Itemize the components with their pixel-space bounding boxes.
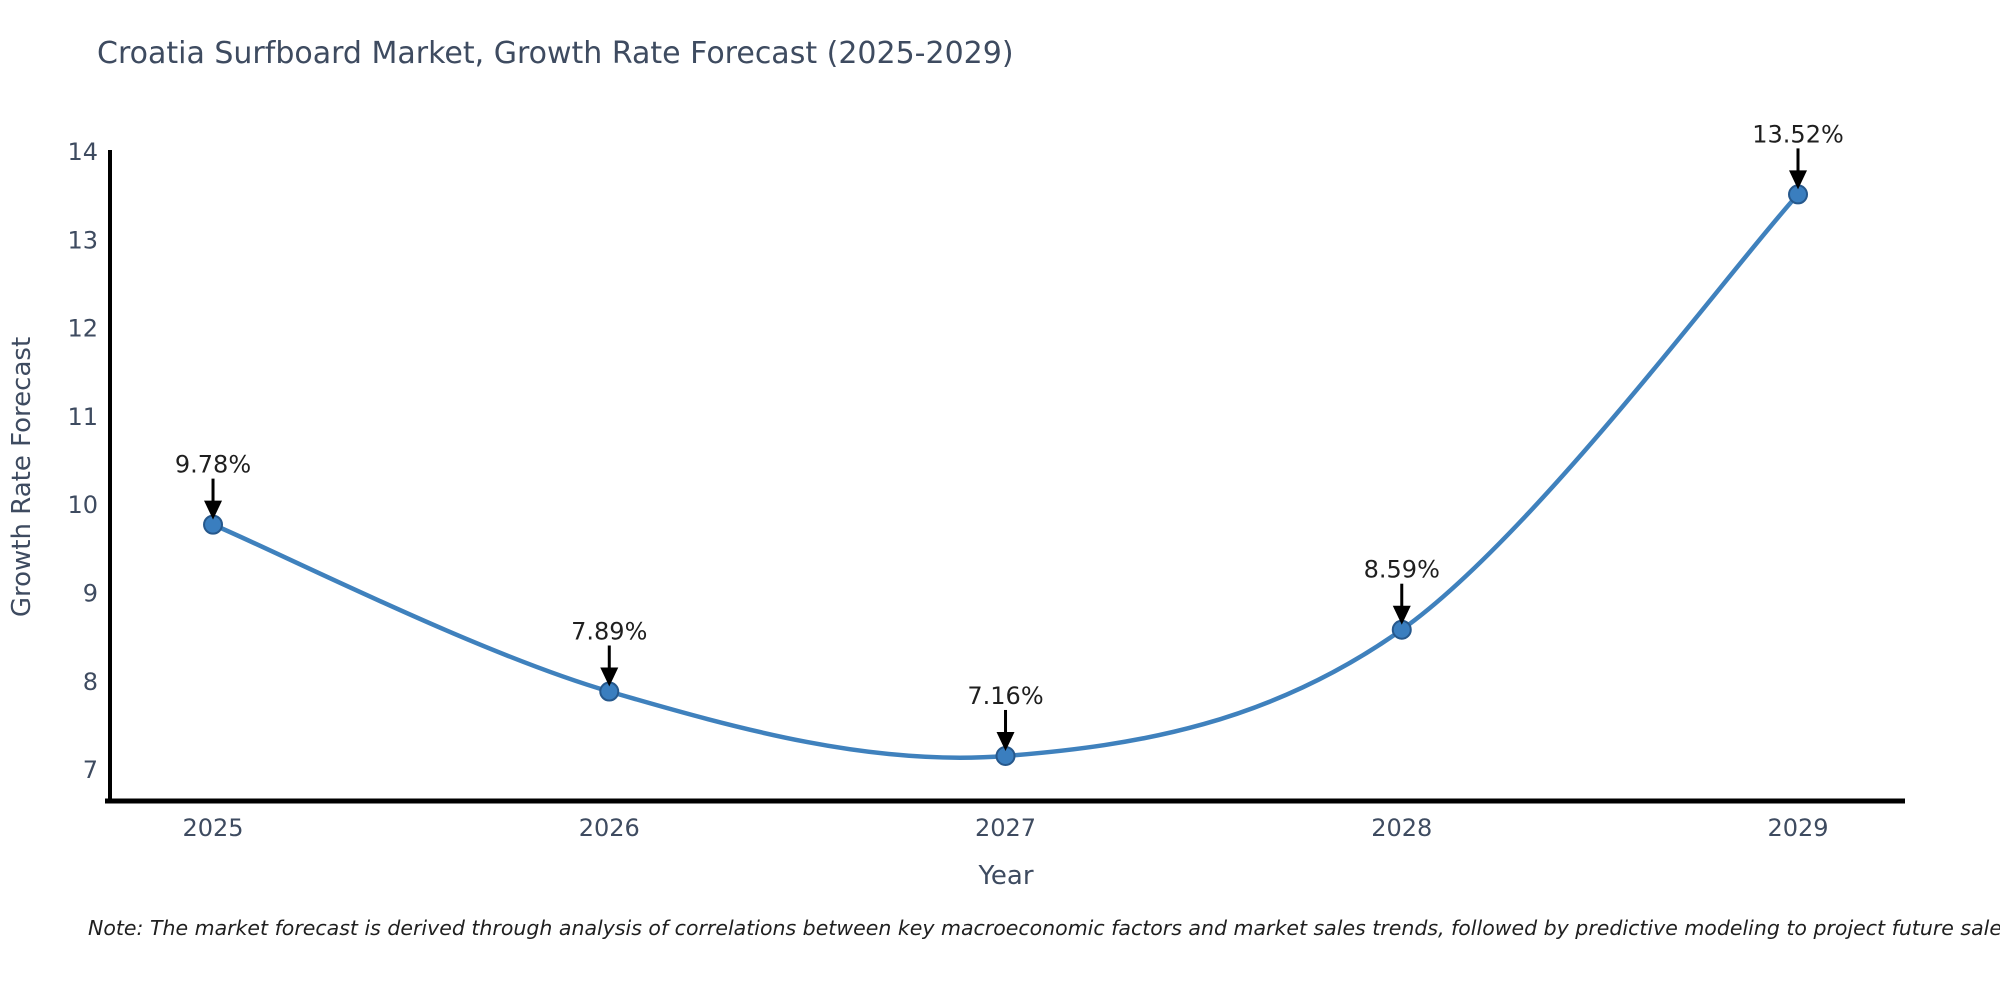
annotations-layer: 9.78% 7.89% 7.16% 8.59% 13.52%	[175, 120, 1844, 751]
point-annotation: 7.16%	[967, 682, 1044, 751]
annotation-label: 13.52%	[1752, 120, 1844, 148]
annotation-label: 8.59%	[1364, 556, 1440, 584]
annotation-label: 7.89%	[571, 618, 647, 646]
y-tick-label: 11	[67, 403, 98, 431]
x-tick-label: 2025	[182, 814, 243, 842]
series-layer	[203, 184, 1809, 766]
tick-labels-layer: 7 8 9 10 11 12 13 14 2025 2026 2027 2028 2029	[67, 138, 1828, 842]
y-tick-label: 14	[67, 138, 98, 166]
x-axis-title: Year	[977, 861, 1033, 891]
footnote: Note: The market forecast is derived thr…	[88, 916, 2000, 940]
annotation-arrowhead	[1392, 605, 1411, 625]
annotation-arrowhead	[996, 731, 1015, 751]
annotation-label: 7.16%	[967, 682, 1043, 710]
point-annotation: 9.78%	[175, 451, 251, 520]
y-axis-title: Growth Rate Forecast	[7, 337, 37, 617]
y-tick-label: 9	[83, 579, 98, 607]
x-tick-label: 2029	[1767, 814, 1828, 842]
point-annotation: 13.52%	[1752, 120, 1844, 190]
x-tick-label: 2027	[975, 814, 1036, 842]
x-tick-label: 2026	[579, 814, 640, 842]
y-tick-label: 8	[83, 668, 98, 696]
annotation-label: 9.78%	[175, 451, 251, 479]
x-tick-label: 2028	[1371, 814, 1432, 842]
y-tick-label: 7	[83, 756, 98, 784]
y-tick-label: 12	[67, 315, 98, 343]
point-annotation: 7.89%	[571, 618, 647, 687]
y-tick-label: 13	[67, 226, 98, 254]
y-tick-label: 10	[67, 491, 98, 519]
chart-title: Croatia Surfboard Market, Growth Rate Fo…	[97, 36, 1014, 71]
annotation-arrowhead	[1789, 170, 1808, 190]
point-annotation: 8.59%	[1364, 556, 1440, 625]
annotation-arrowhead	[204, 500, 223, 520]
trend-line	[210, 192, 1801, 760]
annotation-arrowhead	[600, 667, 619, 687]
